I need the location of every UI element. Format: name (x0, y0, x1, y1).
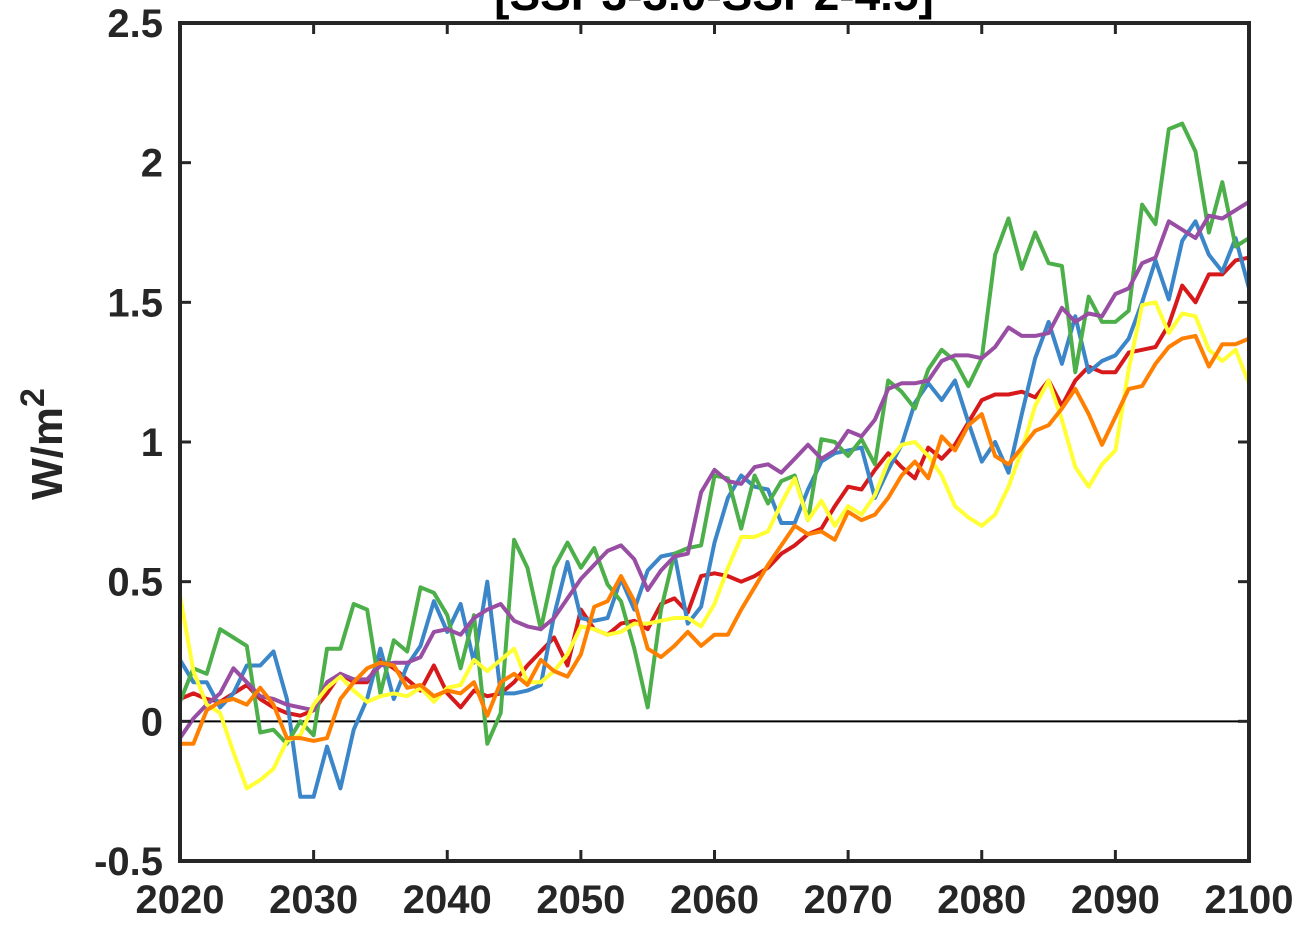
x-tick-label-2090: 2090 (1071, 878, 1160, 922)
axes-box (178, 21, 1251, 863)
series-line-6 (180, 333, 1250, 746)
y-tick-label-2: 0.5 (107, 561, 163, 605)
y-tick-label-5: 2 (141, 142, 163, 186)
series-line-4 (178, 200, 1251, 740)
x-tick-label-2070: 2070 (804, 878, 893, 922)
y-tick-label-4: 1.5 (107, 281, 163, 325)
x-tick-label-2040: 2040 (403, 878, 492, 922)
series-line-1 (179, 255, 1250, 718)
chart-title: [SSP3-3.0-SSP2-4.5] (494, 0, 934, 20)
y-tick-label-3: 1 (141, 421, 163, 465)
y-axis-label: W/m2 (14, 388, 72, 500)
x-tick-label-2030: 2030 (269, 878, 358, 922)
x-tick-label-2020: 2020 (136, 878, 225, 922)
y-tick-label-0: -0.5 (94, 840, 163, 884)
x-tick-label-2080: 2080 (937, 878, 1026, 922)
x-tick-label-2060: 2060 (670, 878, 759, 922)
x-tick-label-2100: 2100 (1205, 878, 1294, 922)
y-axis-label-superscript: 2 (14, 388, 52, 407)
x-tick-label-2050: 2050 (536, 878, 625, 922)
y-axis-label-base: W/m (23, 407, 72, 500)
series-line-5 (178, 300, 1251, 791)
y-tick-label-1: 0 (141, 700, 163, 744)
plot-area: 2020 2030 2040 2050 2060 2070 2080 2090 2100 -0.5… (94, 2, 1293, 922)
series-line-3 (178, 121, 1251, 746)
y-tick-label-6: 2.5 (107, 2, 163, 46)
